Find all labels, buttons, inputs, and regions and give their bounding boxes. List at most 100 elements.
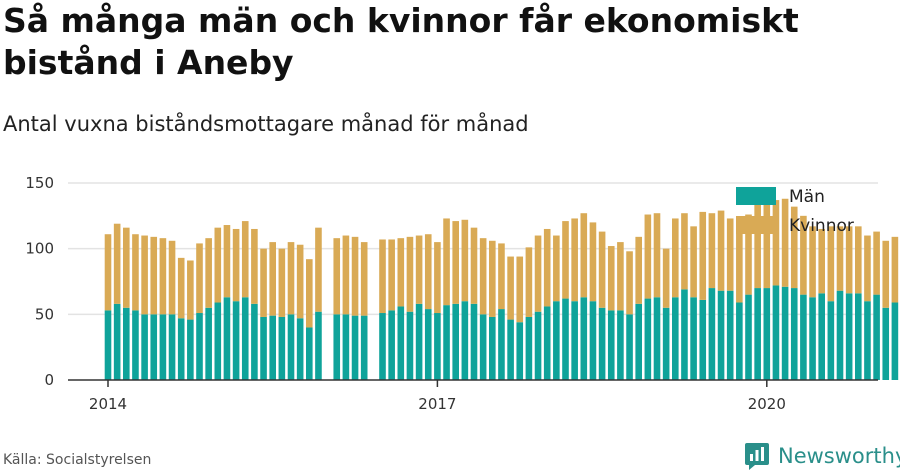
y-tick-label: 0: [44, 371, 54, 389]
bar-man: [580, 297, 588, 380]
bar-man: [461, 301, 469, 380]
bar-man: [717, 290, 725, 380]
bar-man: [406, 311, 414, 380]
bar-man: [772, 285, 780, 380]
bar-man: [607, 310, 615, 380]
bar-man: [818, 293, 825, 380]
bar-woman: [882, 240, 890, 308]
bar-man: [525, 316, 533, 380]
bar-woman: [260, 248, 267, 317]
bar-woman: [772, 200, 780, 286]
bar-woman: [415, 235, 423, 304]
bar-man: [315, 311, 322, 380]
bar-woman: [434, 242, 441, 314]
bar-man: [562, 298, 569, 380]
bar-man: [891, 302, 899, 380]
bar-man: [196, 313, 203, 380]
bar-woman: [580, 213, 588, 298]
bar-man: [159, 314, 167, 380]
bar-woman: [662, 248, 670, 308]
bar-woman: [287, 242, 295, 315]
bar-man: [507, 319, 514, 380]
bar-man: [553, 301, 560, 380]
bar-man: [232, 301, 240, 380]
bar-woman: [717, 210, 725, 291]
bar-man: [434, 313, 441, 380]
bar-man: [177, 318, 185, 380]
bar-man: [498, 309, 505, 380]
bar-man: [287, 314, 295, 380]
bar-woman: [132, 234, 139, 311]
bar-man: [662, 307, 670, 380]
bar-woman: [827, 226, 835, 302]
bar-man: [763, 288, 771, 380]
bar-man: [690, 297, 697, 380]
bar-man: [443, 305, 450, 380]
bar-man: [827, 301, 835, 380]
brand-logo: Newsworthy: [744, 440, 900, 472]
bar-woman: [424, 234, 432, 310]
bar-man: [214, 302, 222, 380]
bar-man: [360, 315, 368, 380]
bar-woman: [553, 235, 560, 302]
bar-woman: [617, 242, 624, 311]
bar-woman: [104, 234, 112, 311]
bar-woman: [726, 218, 734, 291]
bar-man: [168, 314, 176, 380]
bar-woman: [635, 236, 642, 304]
bar-woman: [251, 228, 258, 304]
bar-man: [260, 316, 267, 380]
bar-woman: [626, 251, 633, 315]
bar-woman: [516, 256, 524, 323]
bar-woman: [498, 243, 505, 310]
bar-man: [104, 310, 112, 380]
bar-man: [726, 290, 734, 380]
bar-man: [452, 303, 459, 380]
bar-man: [205, 307, 212, 380]
bar-man: [351, 315, 359, 380]
bar-man: [845, 293, 853, 380]
bar-woman: [241, 221, 249, 298]
bar-woman: [809, 226, 816, 298]
bar-man: [745, 294, 752, 380]
bar-woman: [790, 206, 798, 289]
bar-man: [534, 311, 542, 380]
bar-man: [571, 301, 578, 380]
bar-man: [681, 289, 688, 380]
bar-man: [269, 315, 276, 380]
bar-man: [836, 290, 844, 380]
bar-woman: [379, 239, 386, 314]
bar-woman: [141, 235, 148, 315]
bar-man: [736, 302, 743, 380]
bar-woman: [745, 214, 752, 295]
bar-woman: [296, 244, 304, 319]
bar-woman: [855, 226, 862, 294]
bar-woman: [388, 239, 395, 311]
bar-man: [333, 314, 341, 380]
y-tick-label: 150: [25, 174, 54, 192]
bar-woman: [470, 227, 478, 304]
stacked-bar-chart: 0501001502014201720202022MänKvinnor: [25, 174, 899, 413]
bar-man: [379, 313, 386, 380]
bar-woman: [672, 218, 679, 298]
bar-man: [415, 303, 423, 380]
bar-woman: [598, 231, 606, 308]
bar-man: [251, 303, 258, 380]
bar-woman: [214, 227, 222, 303]
bar-man: [543, 306, 551, 380]
bar-man: [672, 297, 679, 380]
bar-man: [598, 307, 606, 380]
newsworthy-logo-icon: [745, 443, 769, 470]
bar-man: [864, 301, 871, 380]
bar-woman: [351, 236, 359, 316]
bar-woman: [150, 236, 158, 315]
bar-woman: [653, 213, 661, 298]
bar-woman: [845, 226, 853, 294]
bar-woman: [891, 236, 899, 303]
bar-man: [397, 306, 405, 380]
bar-woman: [818, 228, 825, 294]
bar-man: [489, 316, 496, 380]
bar-man: [708, 288, 716, 380]
bar-man: [855, 293, 862, 380]
bar-man: [187, 319, 194, 380]
